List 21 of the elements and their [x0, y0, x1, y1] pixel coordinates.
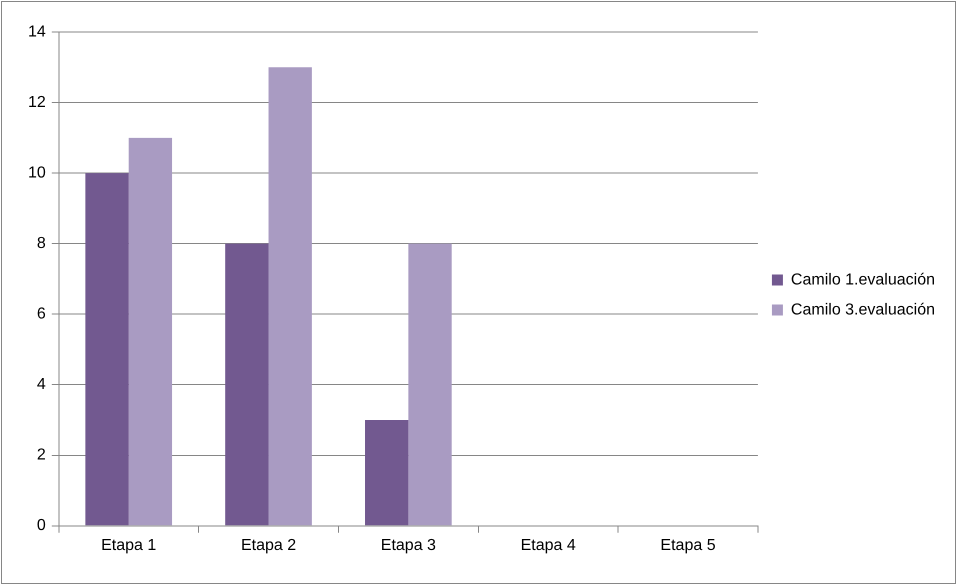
y-tick-label: 0	[36, 517, 46, 534]
bar	[128, 138, 172, 526]
y-tick-label: 10	[28, 164, 46, 182]
x-tick-label: Etapa 5	[660, 536, 716, 554]
x-tick-label: Etapa 3	[380, 536, 436, 554]
bar	[225, 244, 269, 526]
x-tick-label: Etapa 1	[101, 536, 156, 554]
legend-label: Camilo 1.evaluación	[790, 271, 935, 288]
bar	[85, 173, 129, 526]
y-tick-label: 6	[36, 306, 46, 323]
y-tick-label: 8	[36, 235, 46, 252]
y-tick-label: 14	[28, 23, 46, 40]
x-tick-label: Etapa 2	[240, 536, 296, 554]
bar	[365, 420, 408, 526]
bar	[268, 67, 312, 526]
bar	[408, 244, 452, 526]
y-tick-label: 4	[36, 376, 46, 394]
y-tick-label: 2	[36, 446, 46, 464]
y-tick-label: 12	[28, 94, 46, 111]
legend-label: Camilo 3.evaluación	[790, 301, 935, 318]
x-tick-label: Etapa 4	[520, 536, 576, 554]
